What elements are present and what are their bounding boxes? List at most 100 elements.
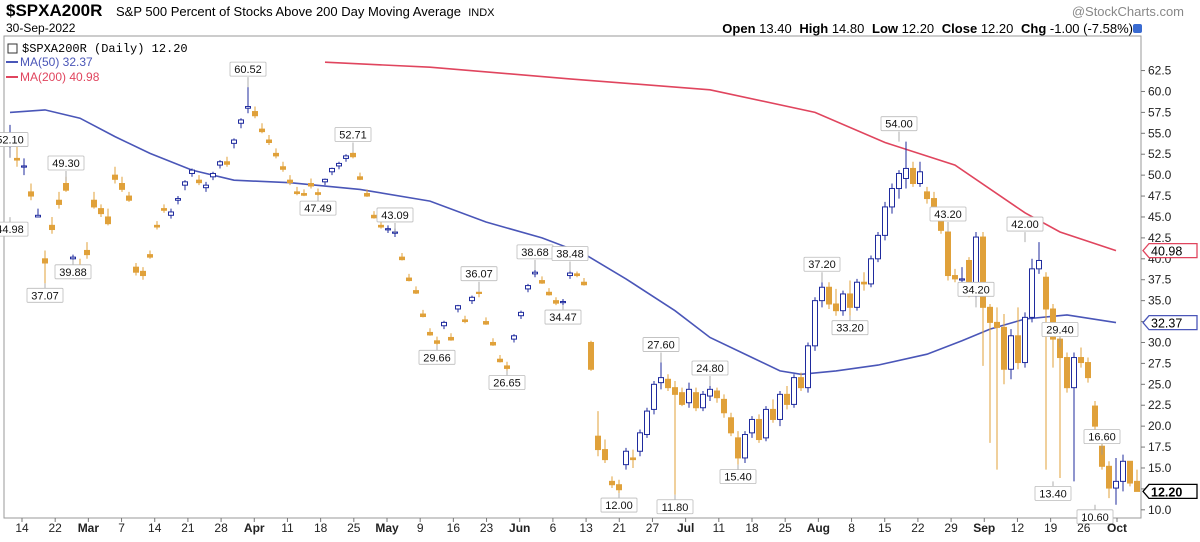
candle-body [126,195,132,201]
candle-body [168,211,174,216]
x-tick-label: 26 [1077,521,1091,535]
candle-body [798,377,804,389]
annotation-label: 38.68 [521,247,549,259]
candle-body [231,139,237,144]
candle-body [1029,268,1035,318]
candle-body [1078,357,1084,364]
candle-body [266,139,272,144]
candle-body [49,224,55,231]
x-tick-label: 18 [745,521,759,535]
candle-body [1134,480,1140,492]
brand-link[interactable]: @StockCharts.com [1072,4,1184,19]
candle-body [301,193,307,196]
candle-body [1015,335,1021,364]
candle-body [462,319,468,323]
annotation-box [691,360,729,376]
open-value: 13.40 [759,21,792,36]
annotation-label: 38.48 [556,249,584,261]
y-tick-label: 10.0 [1148,503,1172,517]
candle-body [896,172,902,190]
y-tick-label: 42.5 [1148,231,1172,245]
candle-body [679,392,685,405]
annotation-label: 60.52 [234,64,262,76]
x-tick-label: May [375,521,399,535]
x-tick-label: Aug [807,521,830,535]
candle-body [217,161,223,166]
candle-body [378,224,384,228]
candle-body [1036,259,1042,270]
annotation-label: 36.07 [465,269,493,281]
x-tick-label: 16 [447,521,461,535]
x-tick-label: 28 [214,521,228,535]
candle-body [756,418,762,441]
candle-body [315,192,321,195]
annotation-label: 44.98 [0,224,24,236]
annotation-box [600,497,638,513]
x-tick-label: 11 [713,521,726,535]
annotation-label: 33.20 [836,323,864,335]
candle-body [70,256,76,260]
candle-body [1092,405,1098,427]
annotation-label: 39.88 [59,267,87,279]
settings-square-icon[interactable] [1133,24,1142,33]
x-tick-label: 23 [480,521,494,535]
annotation-label: 52.71 [339,129,367,141]
price-tag-shape [1142,242,1198,259]
annotation-box [26,287,64,303]
candle-body [511,335,517,340]
open-label: Open [722,21,756,36]
ma50-line [9,109,1117,376]
annotation-box [656,499,694,515]
candle-body [336,162,342,167]
candle-body [812,300,818,347]
candle-body [945,231,951,277]
candle-body [924,191,930,200]
candle-body [742,434,748,459]
candle-body [518,311,524,317]
candle-body [749,418,755,434]
x-axis: 14 22 Mar 7 14 21 28 Apr 11 18 25 May 9 16 23 Jun 6 13 21 2… [15,518,1127,535]
legend-main-swatch [7,43,18,54]
candle-body [868,258,874,285]
x-tick-label: Oct [1107,521,1127,535]
candle-body [1064,357,1070,389]
x-tick-label: 21 [181,521,195,535]
candle-body [609,480,615,486]
y-tick-label: 35.0 [1148,294,1172,308]
x-tick-label: 29 [944,521,958,535]
candle-body [371,214,377,219]
x-tick-label: 18 [314,521,328,535]
candle-body [287,179,293,184]
candle-body [777,393,783,420]
annotation-box [1083,429,1121,444]
annotation-box [418,349,456,365]
candle-body [182,181,188,186]
candle-body [581,281,587,286]
candle-body [917,171,923,185]
plot-frame [3,35,1142,519]
candle-body [238,119,244,124]
candle-body [98,208,104,215]
annotation-box [1076,509,1114,525]
candle-body [245,106,251,109]
annotation-box [299,200,337,216]
brand-text: @StockCharts.com [1071,4,1184,19]
candle-body [140,270,146,277]
annotation-label: 13.40 [1039,488,1067,500]
y-tick-label: 57.5 [1148,105,1172,119]
annotation-box [544,309,582,325]
candle-body [28,191,34,197]
candle-body [714,390,720,399]
candle-body [560,300,566,304]
candle-body [686,388,692,404]
candle-body [595,435,601,451]
x-tick-label: Jul [677,521,694,535]
candle-body [133,266,139,273]
candle-body [399,256,405,261]
candle-body [434,340,440,344]
high-label: High [799,21,829,36]
annotation-box [0,221,29,237]
chg-value: -1.00 (-7.58%) [1049,21,1133,36]
